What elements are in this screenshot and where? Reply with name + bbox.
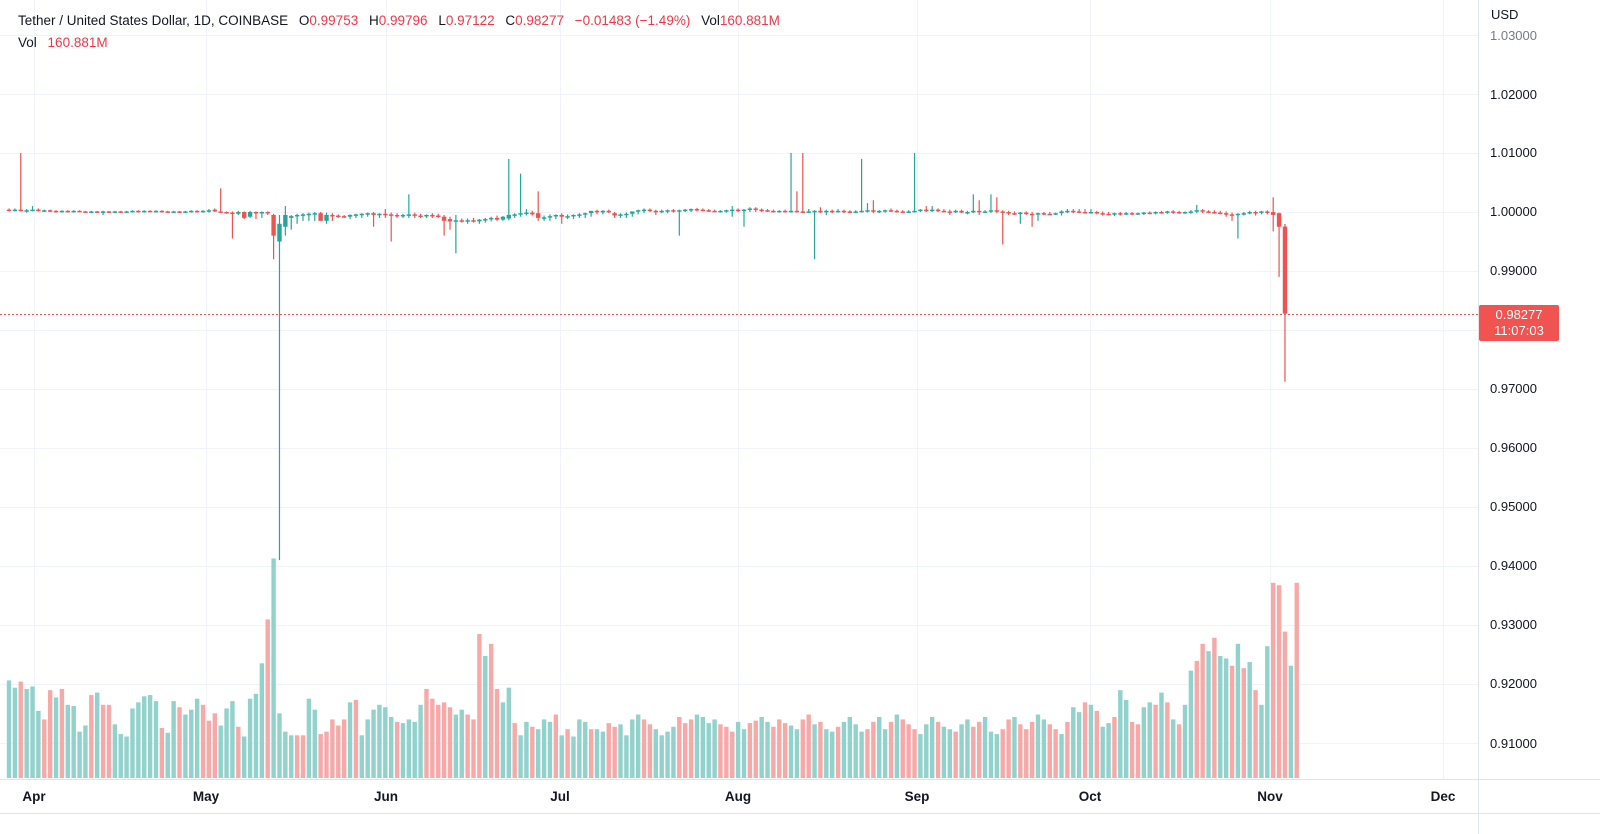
volume-indicator-row[interactable]: Vol 160.881M xyxy=(18,33,780,55)
volume-bars xyxy=(6,558,1299,778)
high-label: H xyxy=(368,13,379,28)
price-tick-label: 0.96000 xyxy=(1490,440,1537,455)
price-tick-label: 0.95000 xyxy=(1490,499,1537,514)
price-tick-label: 0.94000 xyxy=(1490,558,1537,573)
price-tick-label: 0.99000 xyxy=(1490,263,1537,278)
time-tick-label: Dec xyxy=(1430,789,1456,804)
ohlc-row: Tether / United States Dollar, 1D, COINB… xyxy=(18,11,780,33)
price-tick-label: 0.97000 xyxy=(1490,381,1537,396)
time-tick-label: Oct xyxy=(1078,789,1102,804)
price-candles xyxy=(6,153,1288,561)
bar-countdown: 11:07:03 xyxy=(1494,323,1544,338)
price-tick-label: 0.92000 xyxy=(1490,676,1537,691)
change-value: −0.01483 (−1.49%) xyxy=(574,13,691,28)
time-tick-label: Apr xyxy=(22,789,46,804)
volume-indicator-label: Vol xyxy=(18,35,37,50)
open-label: O xyxy=(298,13,310,28)
price-tick-label: 1.00000 xyxy=(1490,204,1537,219)
currency-label: USD xyxy=(1491,7,1519,22)
price-tick-label: 0.91000 xyxy=(1490,736,1537,751)
price-tick-label: 0.93000 xyxy=(1490,617,1537,632)
price-tick-label: 1.02000 xyxy=(1490,87,1537,102)
time-tick-label: Aug xyxy=(724,789,752,804)
time-tick-label: May xyxy=(192,789,220,804)
close-label: C xyxy=(505,13,516,28)
last-price-tag: 0.98277 11:07:03 xyxy=(1479,305,1559,341)
time-tick-label: Jun xyxy=(373,789,399,804)
last-price-value: 0.98277 xyxy=(1495,307,1543,322)
price-tick-label: 1.03000 xyxy=(1490,28,1537,43)
close-value: 0.98277 xyxy=(515,13,564,28)
symbol-title[interactable]: Tether / United States Dollar, 1D, COINB… xyxy=(18,13,289,28)
price-tick-label: 1.01000 xyxy=(1490,145,1537,160)
low-value: 0.97122 xyxy=(445,13,495,28)
low-label: L xyxy=(438,13,446,28)
volume-indicator-value: 160.881M xyxy=(47,35,108,50)
chart-legend: Tether / United States Dollar, 1D, COINB… xyxy=(18,11,780,55)
volume-label: Vol xyxy=(701,13,720,28)
grid-lines xyxy=(0,0,1478,779)
time-tick-label: Sep xyxy=(904,789,930,804)
volume-value: 160.881M xyxy=(719,13,780,28)
time-tick-label: Nov xyxy=(1257,789,1283,804)
high-value: 0.99796 xyxy=(378,13,428,28)
open-value: 0.99753 xyxy=(309,13,359,28)
time-tick-label: Jul xyxy=(550,789,570,804)
